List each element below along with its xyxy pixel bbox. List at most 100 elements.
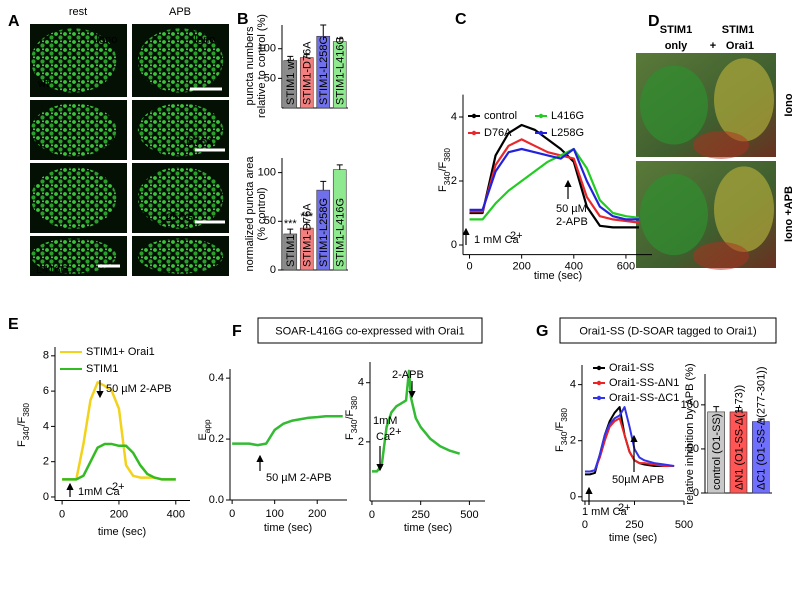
- y-axis-label: F340/F380: [437, 148, 452, 192]
- legend-marker: [538, 113, 544, 119]
- x-axis-label: time (sec): [404, 522, 452, 534]
- cell-fluorescence: [30, 167, 117, 229]
- error-bar: [735, 406, 742, 412]
- annotation: 2+: [112, 481, 125, 493]
- data-line: [469, 138, 640, 224]
- y-axis-label: Eapp: [197, 419, 212, 441]
- data-line: [62, 381, 176, 481]
- y-tick-label: 50: [264, 72, 276, 84]
- column-header: APB: [169, 6, 191, 18]
- y-tick-label: 0.2: [209, 433, 224, 445]
- bar-label: STIM1: [285, 235, 297, 267]
- column-header: Orai1: [726, 40, 754, 52]
- x-tick-label: 500: [460, 509, 478, 521]
- significance-label: ***: [300, 211, 314, 223]
- y-tick-label: 0: [570, 491, 576, 503]
- y-axis-label-part: 340: [350, 419, 359, 433]
- y-axis-label: (% control): [256, 187, 268, 240]
- error-bar: [713, 406, 720, 412]
- y-axis-label: F340/F380: [344, 396, 359, 440]
- x-tick-label: 250: [625, 519, 643, 531]
- y-tick-label: 2: [570, 435, 576, 447]
- legend-marker: [538, 130, 544, 136]
- x-tick-label: 0: [369, 509, 375, 521]
- legend-label: Orai1-SS-ΔC1: [609, 392, 679, 404]
- error-bar: [336, 164, 343, 170]
- bar-label: STIM1-D76A: [302, 41, 314, 105]
- legend-label: Orai1-SS: [609, 362, 654, 374]
- annotation: 2+: [618, 502, 631, 514]
- bar-label: STIM1-L416G: [335, 198, 347, 267]
- data-line: [371, 369, 461, 473]
- y-axis-label-part: /F: [16, 416, 28, 426]
- y-tick-label: 4: [358, 377, 364, 389]
- y-tick-label: 0.4: [209, 372, 224, 384]
- x-tick-label: 500: [675, 519, 693, 531]
- x-tick-label: 200: [512, 261, 530, 273]
- x-tick-label: 200: [308, 508, 326, 520]
- x-tick-label: 0: [229, 508, 235, 520]
- panel-letter: D: [648, 13, 660, 30]
- significance-label: ***: [284, 218, 298, 230]
- x-tick-label: 400: [167, 508, 185, 520]
- bar-label: STIM1 wt: [285, 59, 297, 105]
- annotation: Ca: [376, 431, 391, 443]
- legend-label: STIM1+ Orai1: [86, 346, 155, 358]
- y-axis-label-part: 340: [22, 426, 31, 440]
- y-axis-label: normalized puncta area: [244, 156, 256, 272]
- panel-letter: A: [8, 13, 20, 30]
- cell-fluorescence: [693, 131, 749, 159]
- column-header: STIM1: [722, 24, 754, 36]
- row-label: D76A: [186, 136, 214, 148]
- cell-fluorescence: [137, 167, 224, 229]
- annotation: 1 mM Ca: [474, 234, 520, 246]
- annotation: 2-APB: [392, 369, 424, 381]
- y-axis-label-part: app: [203, 419, 212, 433]
- bar-label: control (O1-SS): [711, 414, 723, 490]
- bar-label: STIM1-L258G: [318, 198, 330, 267]
- cell-fluorescence: [137, 238, 224, 274]
- y-axis-label-part: 340: [443, 171, 452, 185]
- error-bar: [320, 180, 327, 191]
- y-axis-label-part: 380: [350, 396, 359, 410]
- y-tick-label: 50: [264, 215, 276, 227]
- panel-letter: C: [455, 11, 467, 28]
- row-label: Iono: [783, 93, 795, 116]
- y-tick-label: 50: [687, 443, 699, 455]
- cell-fluorescence: [714, 166, 774, 252]
- data-line: [469, 147, 640, 221]
- cell-fluorescence: [137, 28, 224, 93]
- y-tick-label: 0: [451, 239, 457, 251]
- x-tick-label: 200: [110, 508, 128, 520]
- title-box: [257, 317, 483, 344]
- column-header: only: [665, 40, 688, 52]
- column-header: rest: [69, 6, 87, 18]
- y-tick-label: 8: [43, 350, 49, 362]
- annotation: 50 µM 2-APB: [266, 472, 332, 484]
- data-line: [62, 442, 176, 481]
- annotation: 2+: [389, 426, 402, 438]
- x-tick-label: 600: [617, 261, 635, 273]
- data-line: [232, 414, 343, 447]
- annotation: 50 µM 2-APB: [106, 383, 172, 395]
- annotation: 1mM Ca: [78, 486, 120, 498]
- y-axis-label-part: 380: [443, 148, 452, 162]
- image-label: Iono: [194, 34, 215, 46]
- chart-title: Orai1-SS (D-SOAR tagged to Orai1): [579, 325, 756, 337]
- y-axis-label: F340/F380: [554, 408, 569, 452]
- cell-fluorescence: [137, 103, 224, 157]
- x-axis-label: time (sec): [534, 270, 582, 282]
- y-tick-label: 2: [358, 436, 364, 448]
- cell-fluorescence: [640, 173, 708, 256]
- annotation: 50µM APB: [612, 474, 664, 486]
- y-tick-label: 2: [43, 456, 49, 468]
- row-label: wt: [37, 78, 49, 90]
- y-tick-label: 0.0: [209, 494, 224, 506]
- legend-label: control: [484, 110, 517, 122]
- y-axis-label-part: F: [344, 433, 356, 440]
- error-bar: [303, 221, 310, 229]
- legend-label: L258G: [551, 127, 584, 139]
- y-axis-label: relative to control (%): [256, 14, 268, 118]
- column-header: +: [710, 40, 716, 52]
